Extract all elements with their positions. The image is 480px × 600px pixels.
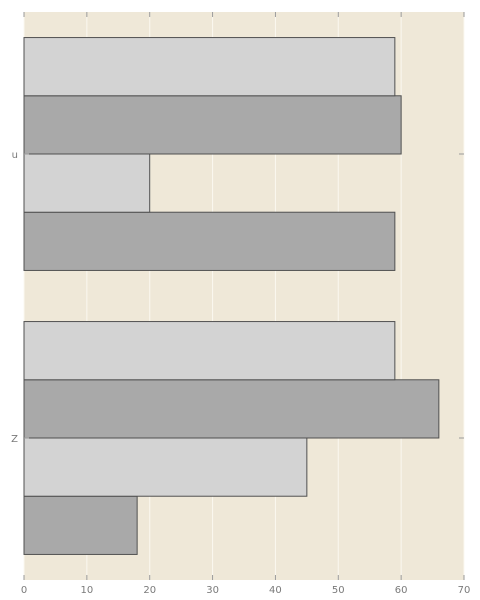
bar <box>23 437 308 497</box>
x-tick-label: 30 <box>206 585 219 596</box>
bar <box>23 153 151 213</box>
x-tick-label: 40 <box>269 585 282 596</box>
y-tick-label: Z <box>11 434 18 445</box>
bar <box>23 37 396 97</box>
bars <box>23 37 440 555</box>
bar <box>23 211 396 271</box>
x-tick-label: 70 <box>458 585 471 596</box>
bar <box>23 379 440 439</box>
bar <box>23 95 402 155</box>
x-tick-label: 60 <box>395 585 408 596</box>
x-tick-label: 10 <box>80 585 93 596</box>
x-tick-label: 0 <box>21 585 27 596</box>
y-tick-label: u <box>12 150 18 161</box>
x-tick-label: 20 <box>143 585 156 596</box>
x-axis-tick-labels: 0 10 20 30 40 50 60 70 <box>21 585 471 596</box>
bar <box>23 495 138 555</box>
y-axis-tick-labels: Zu <box>11 150 18 445</box>
x-tick-label: 50 <box>332 585 345 596</box>
bar <box>23 321 396 381</box>
axis-ticks <box>23 12 465 580</box>
